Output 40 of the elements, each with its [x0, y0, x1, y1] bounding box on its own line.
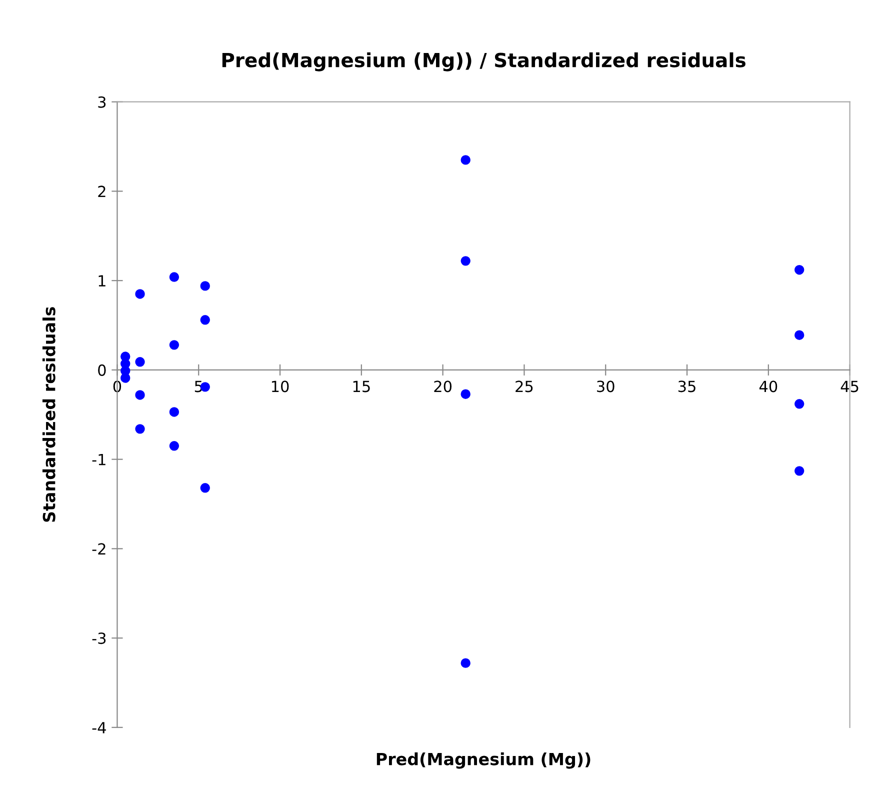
x-tick-label: 10	[272, 380, 289, 392]
point	[200, 281, 210, 291]
y-axis-title: Standardized residuals	[42, 307, 56, 522]
point	[169, 340, 180, 350]
point	[460, 155, 470, 165]
y-tick-label: -2	[92, 543, 106, 554]
y-tick-label: -3	[92, 632, 106, 644]
point	[169, 407, 180, 417]
point	[794, 399, 804, 409]
point	[460, 658, 470, 668]
point	[120, 373, 130, 383]
x-tick-label: 0	[113, 380, 122, 392]
y-tick-label: 1	[98, 275, 106, 286]
x-tick-label: 15	[353, 380, 370, 392]
point	[794, 330, 804, 340]
y-tick-label: -1	[92, 454, 106, 466]
x-tick-label: 20	[434, 380, 452, 392]
point	[460, 256, 470, 266]
y-tick-label: 3	[98, 96, 106, 108]
point	[135, 357, 145, 367]
x-tick-label: 35	[678, 380, 696, 392]
x-tick-label: 45	[840, 380, 858, 392]
x-tick-label: 40	[759, 380, 778, 392]
point	[200, 315, 210, 325]
point	[460, 389, 470, 399]
point	[135, 424, 145, 434]
x-axis-title: Pred(Magnesium (Mg))	[376, 752, 590, 769]
point	[200, 483, 210, 493]
point	[169, 272, 180, 282]
point	[169, 441, 180, 451]
y-tick-label: 0	[98, 364, 106, 376]
point	[794, 265, 804, 275]
point	[135, 390, 145, 400]
x-tick-label: 30	[597, 380, 614, 392]
chart-title: Pred(Magnesium (Mg)) / Standardized residuals	[222, 52, 746, 72]
y-tick-label: -4	[92, 722, 106, 734]
point	[794, 466, 804, 476]
x-tick-label: 25	[516, 380, 533, 392]
point	[135, 289, 145, 299]
y-tick-label: 2	[98, 186, 106, 198]
